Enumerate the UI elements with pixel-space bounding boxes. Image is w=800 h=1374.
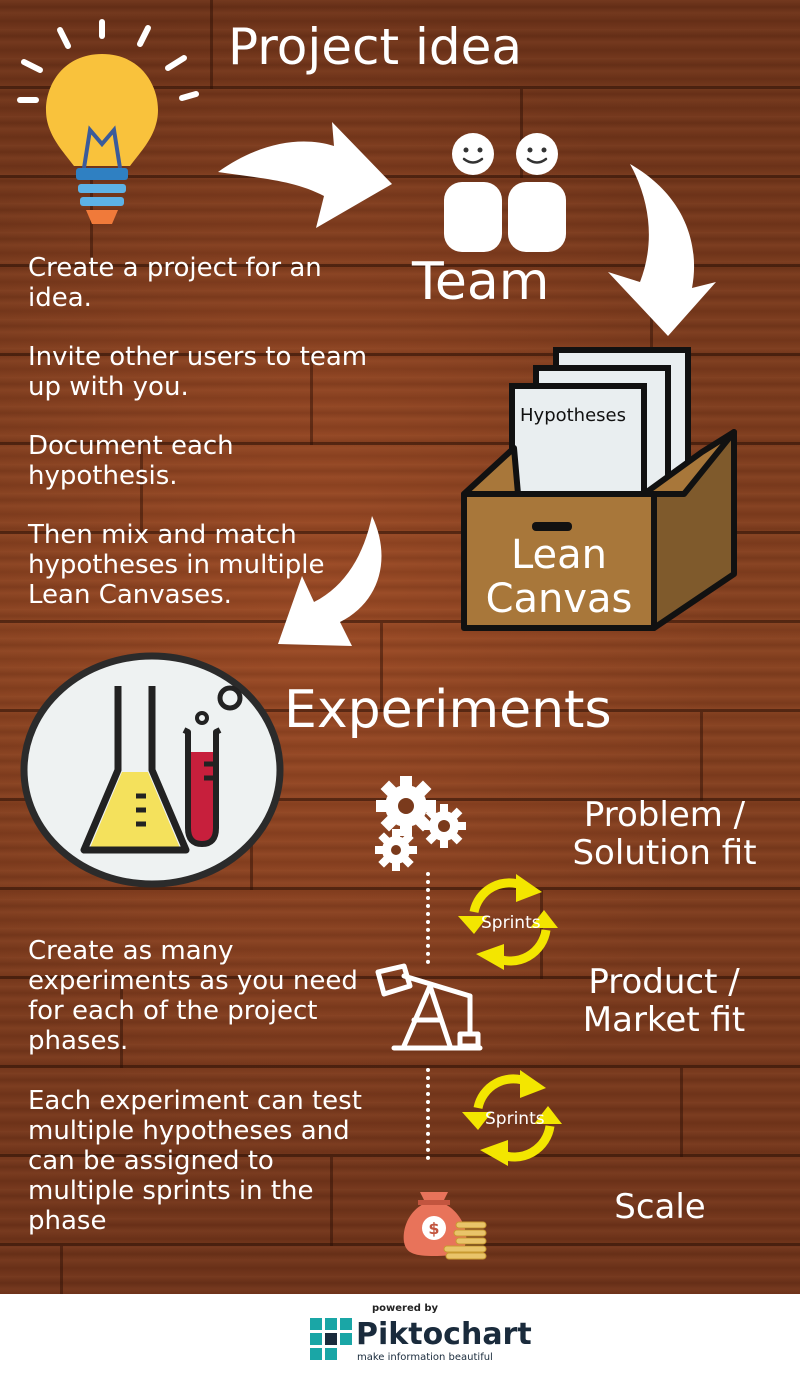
phase-connector bbox=[426, 1068, 430, 1160]
piktochart-brand: Piktochart bbox=[356, 1317, 532, 1352]
team-icon bbox=[444, 133, 566, 252]
phase-connector bbox=[426, 872, 430, 964]
step-text: Document each hypothesis. bbox=[28, 431, 234, 491]
team-label: Team bbox=[412, 252, 550, 312]
step-text: Then mix and match hypotheses in multipl… bbox=[28, 520, 325, 610]
hypotheses-card-label: Hypotheses bbox=[520, 405, 626, 426]
experiments-text: Each experiment can test multiple hypoth… bbox=[28, 1086, 362, 1236]
lean-canvas-box-icon bbox=[461, 347, 737, 631]
piktochart-logo-icon bbox=[310, 1318, 352, 1360]
arrow-icon bbox=[608, 164, 716, 336]
oil-pump-icon bbox=[375, 963, 483, 1051]
experiments-label: Experiments bbox=[284, 680, 612, 740]
page-title: Project idea bbox=[228, 18, 522, 76]
sprint-label: Sprints bbox=[481, 913, 541, 933]
phase-scale: Scale bbox=[614, 1187, 706, 1227]
lightbulb-icon bbox=[17, 19, 199, 224]
step-text: Invite other users to team up with you. bbox=[28, 342, 368, 402]
sprint-cycle-icon bbox=[462, 1070, 562, 1166]
arrow-icon bbox=[218, 122, 392, 228]
svg-text:$: $ bbox=[428, 1219, 439, 1238]
money-bag-icon: $ bbox=[403, 1192, 487, 1260]
powered-by-label: powered by bbox=[372, 1303, 439, 1314]
sprint-label: Sprints bbox=[485, 1109, 545, 1129]
phase-product-market: Product / Market fit bbox=[582, 962, 746, 1040]
lab-flask-icon bbox=[20, 652, 284, 888]
experiments-text: Create as many experiments as you need f… bbox=[28, 936, 358, 1056]
sprint-cycle-icon bbox=[458, 874, 558, 970]
gears-icon bbox=[375, 776, 466, 871]
arrow-icon bbox=[278, 516, 382, 646]
lean-canvas-label: Lean Canvas bbox=[485, 532, 633, 622]
step-text: Create a project for an idea. bbox=[28, 253, 322, 313]
footer bbox=[0, 1294, 800, 1374]
phase-problem-solution: Problem / Solution fit bbox=[572, 795, 757, 873]
piktochart-tagline: make information beautiful bbox=[357, 1352, 493, 1363]
